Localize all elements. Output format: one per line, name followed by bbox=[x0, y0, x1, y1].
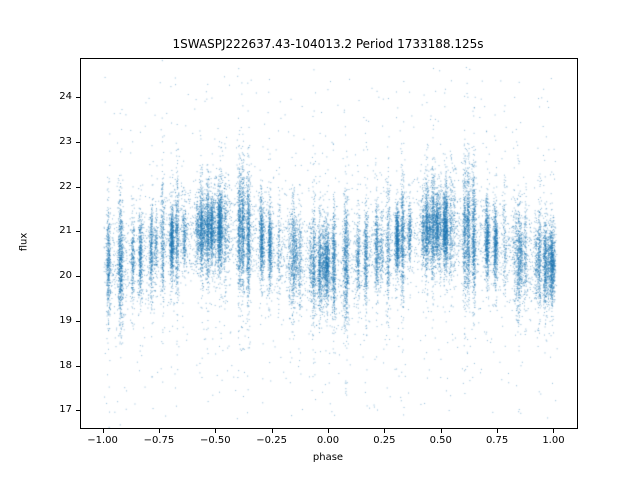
x-tick-label: −0.75 bbox=[143, 435, 175, 446]
y-tick-label: 22 bbox=[59, 180, 72, 192]
y-tick-mark bbox=[76, 276, 80, 278]
y-tick-mark bbox=[76, 97, 80, 99]
y-tick-mark bbox=[76, 365, 80, 367]
x-tick-mark bbox=[553, 429, 555, 433]
x-tick-mark bbox=[328, 429, 329, 433]
y-tick-label: 17 bbox=[59, 404, 72, 416]
x-tick-mark bbox=[497, 429, 499, 433]
scatter-points bbox=[81, 59, 577, 428]
x-tick-mark bbox=[215, 429, 217, 433]
x-tick-label: −1.00 bbox=[87, 435, 118, 446]
y-tick-mark bbox=[76, 410, 80, 412]
x-tick-label: 0.50 bbox=[429, 435, 452, 446]
y-tick-label: 21 bbox=[59, 225, 72, 237]
chart-title: 1SWASPJ222637.43-104013.2 Period 1733188… bbox=[172, 37, 484, 51]
x-tick-mark bbox=[271, 429, 273, 433]
y-tick-label: 18 bbox=[59, 359, 72, 371]
x-tick-label: 1.00 bbox=[542, 435, 565, 446]
y-tick-mark bbox=[76, 320, 80, 322]
x-tick-mark bbox=[102, 429, 104, 433]
x-tick-mark bbox=[440, 429, 442, 433]
x-tick-label: 0.00 bbox=[316, 435, 340, 446]
x-tick-label: 0.75 bbox=[485, 435, 509, 446]
y-tick-label: 23 bbox=[59, 135, 72, 147]
x-tick-label: 0.25 bbox=[373, 435, 396, 446]
y-tick-mark bbox=[76, 186, 80, 188]
y-tick-label: 19 bbox=[59, 314, 72, 326]
x-axis-label: phase bbox=[312, 452, 344, 463]
y-tick-label: 24 bbox=[59, 91, 72, 103]
x-tick-mark bbox=[384, 429, 386, 433]
plot-area bbox=[80, 58, 578, 429]
x-tick-label: −0.50 bbox=[199, 435, 231, 446]
y-tick-mark bbox=[76, 141, 80, 143]
y-tick-mark bbox=[76, 231, 80, 233]
y-tick-label: 20 bbox=[59, 270, 72, 282]
x-tick-mark bbox=[158, 429, 160, 433]
x-tick-label: −0.25 bbox=[256, 435, 287, 446]
